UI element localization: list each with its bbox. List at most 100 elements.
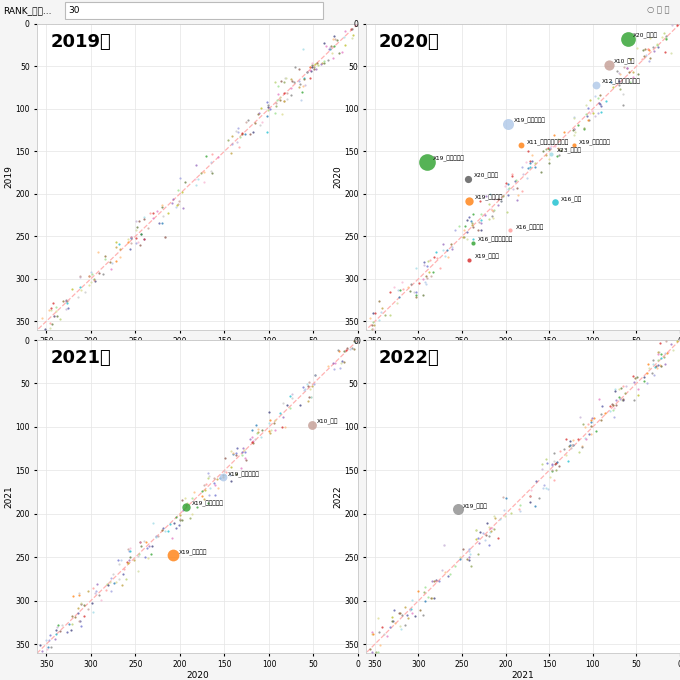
Point bbox=[367, 324, 378, 335]
Point bbox=[111, 577, 122, 588]
Point bbox=[389, 282, 400, 293]
Point bbox=[279, 88, 290, 99]
Point bbox=[147, 541, 158, 551]
Point bbox=[307, 381, 318, 392]
Point bbox=[610, 384, 621, 394]
Point bbox=[349, 335, 360, 346]
Point bbox=[278, 411, 289, 422]
Point bbox=[480, 534, 491, 545]
Point bbox=[44, 305, 54, 316]
Point bbox=[281, 73, 292, 84]
Point bbox=[114, 243, 125, 254]
Point bbox=[533, 493, 544, 504]
Point bbox=[66, 284, 77, 294]
Point bbox=[286, 393, 297, 404]
Point bbox=[377, 622, 388, 632]
Point bbox=[620, 381, 631, 392]
Point bbox=[116, 579, 127, 590]
Point bbox=[133, 549, 144, 560]
Point bbox=[542, 143, 553, 154]
Text: X16_ほほべに: X16_ほほべに bbox=[515, 224, 544, 231]
Point bbox=[573, 119, 583, 130]
Point bbox=[462, 173, 473, 184]
Point bbox=[396, 609, 407, 620]
Point bbox=[463, 554, 474, 565]
Point bbox=[304, 73, 315, 84]
Point bbox=[286, 89, 296, 100]
Point bbox=[131, 233, 141, 243]
Point bbox=[339, 31, 350, 42]
Point bbox=[464, 544, 475, 555]
Point bbox=[443, 571, 454, 581]
Point bbox=[275, 75, 286, 86]
Point bbox=[503, 183, 514, 194]
Point bbox=[240, 116, 251, 127]
Point bbox=[656, 349, 666, 360]
Point bbox=[273, 80, 284, 91]
Point bbox=[554, 445, 565, 456]
Point bbox=[276, 109, 287, 120]
Point bbox=[520, 156, 531, 167]
Point bbox=[171, 201, 182, 212]
Point bbox=[581, 434, 592, 445]
Point bbox=[233, 141, 244, 152]
Point bbox=[249, 433, 260, 444]
Point bbox=[199, 494, 209, 505]
Point bbox=[118, 564, 129, 575]
Point bbox=[309, 378, 320, 389]
Point bbox=[524, 490, 535, 501]
Point bbox=[45, 642, 56, 653]
Point bbox=[579, 432, 590, 443]
Point bbox=[238, 445, 249, 456]
Point bbox=[517, 162, 528, 173]
Point bbox=[481, 529, 492, 540]
Point bbox=[321, 40, 332, 51]
Point bbox=[262, 97, 273, 107]
Point bbox=[538, 480, 549, 491]
Point bbox=[550, 197, 561, 208]
Text: X19_検査薬: X19_検査薬 bbox=[463, 503, 488, 510]
Point bbox=[499, 511, 510, 522]
Text: 2022年: 2022年 bbox=[379, 350, 439, 367]
Point bbox=[305, 392, 316, 403]
Point bbox=[662, 346, 673, 357]
Point bbox=[422, 261, 432, 272]
Point bbox=[319, 58, 330, 69]
Point bbox=[284, 403, 295, 413]
Point bbox=[599, 407, 610, 418]
Point bbox=[83, 279, 94, 290]
Point bbox=[125, 545, 136, 556]
Point bbox=[632, 69, 643, 80]
Point bbox=[124, 543, 135, 554]
Point bbox=[508, 184, 519, 194]
Point bbox=[263, 407, 274, 418]
Point bbox=[464, 255, 475, 266]
Point bbox=[249, 118, 260, 129]
Point bbox=[566, 442, 577, 453]
Point bbox=[373, 613, 384, 624]
Point bbox=[323, 361, 334, 372]
Point bbox=[45, 318, 56, 328]
Point bbox=[256, 117, 267, 128]
Point bbox=[203, 471, 214, 481]
Point bbox=[367, 628, 378, 639]
Point bbox=[666, 48, 677, 58]
Point bbox=[263, 100, 274, 111]
Point bbox=[298, 381, 309, 392]
Point bbox=[649, 370, 660, 381]
Point bbox=[123, 545, 134, 556]
Point bbox=[336, 358, 347, 369]
Point bbox=[101, 578, 112, 589]
Point bbox=[473, 537, 484, 548]
Point bbox=[653, 347, 664, 358]
Point bbox=[420, 595, 430, 606]
Text: X16_口紅: X16_口紅 bbox=[561, 197, 582, 203]
Point bbox=[489, 511, 500, 522]
Point bbox=[407, 594, 418, 605]
Point bbox=[652, 41, 663, 52]
Point bbox=[139, 535, 150, 546]
Point bbox=[39, 324, 50, 335]
Point bbox=[280, 422, 291, 432]
Point bbox=[153, 530, 164, 541]
Point bbox=[256, 431, 267, 442]
